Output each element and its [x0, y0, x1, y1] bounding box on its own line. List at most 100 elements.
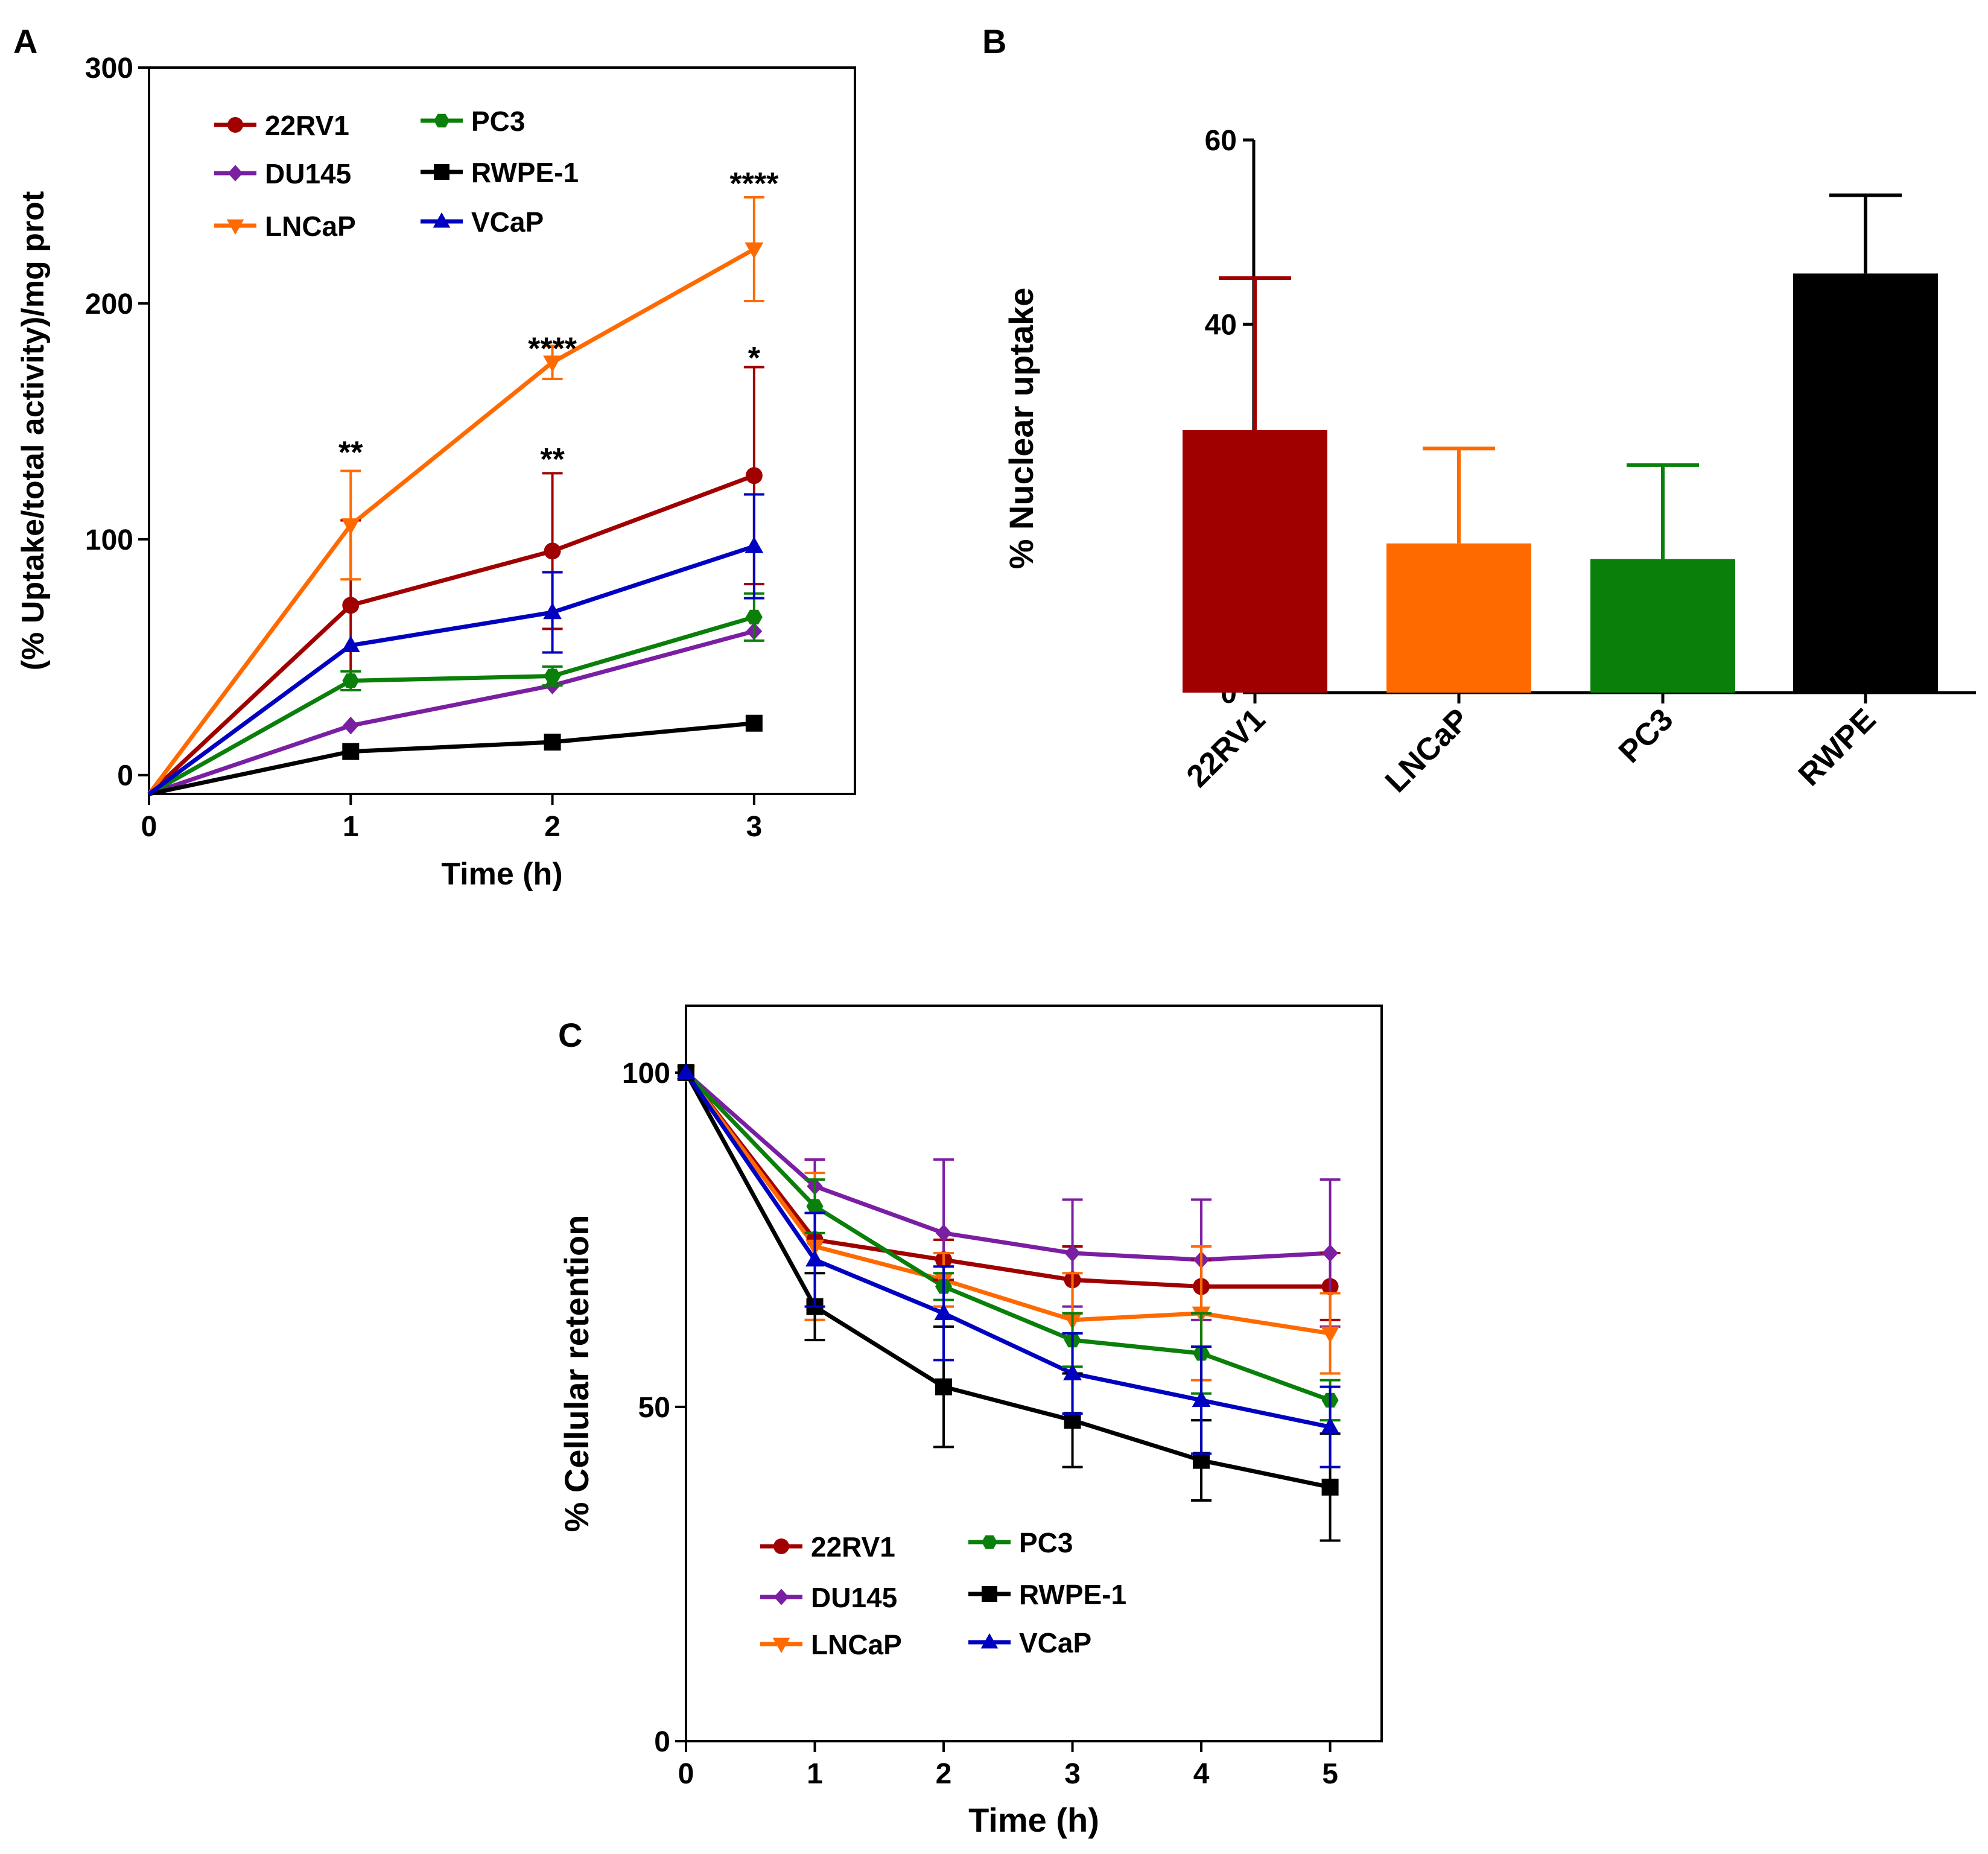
legend-swatch-marker [773, 1538, 789, 1554]
data-point-du145 [342, 716, 359, 735]
data-point-pc3 [342, 673, 360, 688]
legend-label: PC3 [471, 106, 525, 137]
series-lncap [684, 1071, 1331, 1336]
series-rwpe-1 [148, 721, 755, 796]
x-tick-label: 1 [343, 811, 359, 843]
legend-label: VCaP [1019, 1627, 1091, 1659]
y-axis-title: % Nuclear uptake [1002, 288, 1040, 570]
legend-item-rwpe-1: RWPE-1 [968, 1579, 1126, 1610]
legend-swatch-marker [434, 164, 449, 180]
series-vcap [684, 1071, 1331, 1429]
series-vcap [147, 544, 755, 796]
legend-item-du145: DU145 [760, 1582, 897, 1613]
legend-label: RWPE-1 [1019, 1579, 1126, 1610]
series-pc3 [148, 615, 755, 796]
legend-swatch-marker [980, 1633, 999, 1649]
series-points-vcap [676, 1062, 1341, 1468]
legend-label: 22RV1 [265, 110, 349, 141]
data-point-rwpe-1 [745, 714, 763, 732]
significance-stars: ** [338, 435, 363, 470]
series-rwpe-1 [684, 1071, 1331, 1490]
legend-item-22rv1: 22RV1 [760, 1531, 895, 1563]
x-axis-title: Time (h) [968, 1801, 1099, 1839]
legend-label: LNCaP [811, 1629, 902, 1660]
x-tick-label: 3 [746, 811, 763, 843]
x-axis-title: Time (h) [441, 857, 562, 892]
panel-label-b: B [982, 22, 1006, 60]
series-points-lncap [676, 1065, 1341, 1382]
data-point-pc3 [544, 668, 561, 684]
series-22rv1 [684, 1071, 1330, 1289]
data-point-vcap [934, 1303, 953, 1320]
x-tick-label: 0 [678, 1758, 694, 1790]
data-point-lncap [1321, 1326, 1339, 1344]
panel-a-line-chart: 0 100 200 300 0 1 2 3 Time (h) (% Uptake/total ac… [16, 52, 856, 892]
plot-frame [685, 1005, 1383, 1742]
y-tick-label: 60 [1205, 125, 1237, 157]
legend-item-lncap: LNCaP [760, 1629, 902, 1660]
data-point-du145 [1064, 1244, 1081, 1262]
x-tick-label: 22RV1 [1180, 702, 1272, 794]
series-line-22rv1 [147, 473, 755, 796]
legend-item-rwpe-1: RWPE-1 [421, 157, 579, 188]
y-axis-title: % Cellular retention [557, 1215, 595, 1532]
series-line-du145 [684, 1071, 1330, 1262]
legend-swatch-marker [982, 1586, 997, 1602]
series-du145 [684, 1071, 1330, 1262]
data-point-vcap [1321, 1417, 1339, 1434]
y-tick-label: 40 [1205, 309, 1237, 341]
significance-stars: **** [528, 331, 577, 366]
series-du145 [148, 629, 755, 796]
y-tick-label: 300 [85, 52, 133, 84]
legend-swatch-marker [226, 219, 244, 235]
x-tick-label: 4 [1193, 1758, 1210, 1790]
series-points-rwpe-1 [342, 714, 763, 760]
series-line-lncap [684, 1071, 1331, 1336]
y-tick-label: 0 [654, 1726, 670, 1758]
data-point-rwpe-1 [544, 734, 561, 751]
legend-item-lncap: LNCaP [214, 211, 356, 242]
data-point-pc3 [745, 609, 763, 624]
data-point-rwpe-1 [1321, 1478, 1339, 1496]
series-points-lncap [340, 196, 764, 581]
x-tick-label: 2 [544, 811, 561, 843]
data-point-pc3 [806, 1199, 824, 1214]
y-tick-label: 0 [117, 760, 133, 792]
bar-group-pc3: PC3 [1590, 463, 1735, 770]
series-22rv1 [147, 473, 755, 796]
bar-group-22rv1: 22RV1 [1180, 276, 1327, 794]
data-point-du145 [935, 1224, 952, 1242]
legend-label: RWPE-1 [471, 157, 579, 188]
data-point-vcap [745, 536, 764, 553]
data-point-vcap [805, 1250, 824, 1267]
series-line-rwpe-1 [684, 1071, 1331, 1490]
data-point-lncap [543, 355, 562, 372]
x-tick-label: 3 [1064, 1758, 1081, 1790]
legend-item-vcap: VCaP [421, 206, 544, 238]
legend: 22RV1 DU145 LNCaP PC3 RWPE-1 VCaP [760, 1527, 1126, 1660]
panel-label-c: C [558, 1016, 582, 1054]
y-tick-label: 100 [622, 1058, 670, 1090]
bar-lncap [1386, 543, 1531, 693]
y-tick-label: 200 [85, 288, 133, 320]
legend-item-22rv1: 22RV1 [214, 110, 349, 141]
x-tick-label: 5 [1322, 1758, 1338, 1790]
data-point-vcap [1192, 1390, 1211, 1408]
legend-item-pc3: PC3 [968, 1527, 1073, 1558]
legend-label: DU145 [811, 1582, 897, 1613]
axes: 0 50 100 0 1 2 3 4 5 Time (h) % Cellular retention [557, 1005, 1383, 1839]
x-tick-label: 0 [141, 811, 157, 843]
x-tick-label: PC3 [1612, 702, 1680, 770]
legend: 22RV1 DU145 LNCaP PC3 RWPE-1 VCaP [214, 106, 579, 242]
series-pc3 [684, 1071, 1331, 1403]
data-point-22rv1 [544, 542, 561, 560]
data-point-du145 [1322, 1244, 1338, 1262]
series-line-22rv1 [684, 1071, 1330, 1289]
legend-swatch-marker [227, 165, 243, 182]
series-line-rwpe-1 [148, 721, 755, 796]
series-line-vcap [684, 1071, 1331, 1429]
legend-label: 22RV1 [811, 1531, 895, 1563]
legend-label: PC3 [1019, 1527, 1073, 1558]
data-point-vcap [676, 1062, 696, 1080]
series-points-vcap [341, 493, 764, 654]
